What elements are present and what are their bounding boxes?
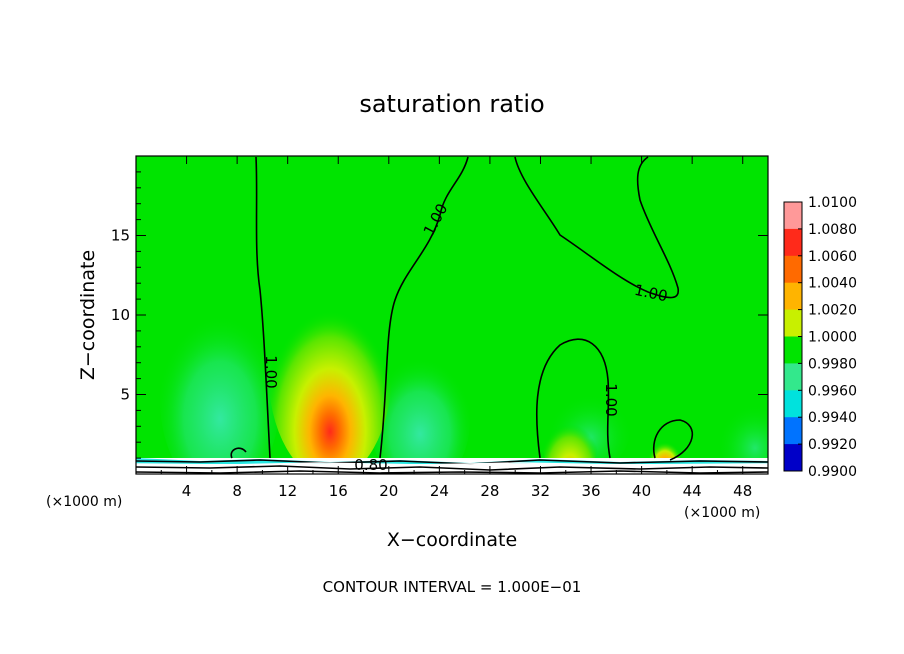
colorbar-swatch [784, 255, 802, 284]
contour-line-4 [535, 338, 611, 459]
x-tick-label: 16 [329, 482, 348, 500]
y-tick-label: 5 [120, 386, 130, 404]
x-unit-right: (×1000 m) [684, 505, 760, 521]
field-minimum-1 [160, 305, 280, 474]
x-axis-label: X−coordinate [387, 529, 517, 551]
chart-title: saturation ratio [359, 90, 544, 118]
colorbar-swatch [784, 417, 802, 445]
colorbar-label: 1.0060 [808, 249, 857, 265]
colorbar-label: 1.0080 [808, 222, 857, 238]
contour-interval-note: CONTOUR INTERVAL = 1.000E−01 [323, 578, 582, 596]
x-tick-label: 36 [581, 482, 600, 500]
field-maximum-2 [542, 400, 598, 474]
field-minimum-3 [720, 400, 768, 474]
colorbar-swatch [784, 228, 802, 257]
colorbar-swatch [784, 444, 802, 472]
x-tick-label: 44 [683, 482, 702, 500]
colorbar-label: 0.9980 [808, 356, 857, 372]
x-tick-label: 4 [182, 482, 192, 500]
contour-line-3 [514, 156, 679, 299]
colorbar-label: 0.9960 [808, 383, 857, 399]
x-tick-label: 24 [430, 482, 449, 500]
contour-label-1: 1.00 [262, 355, 280, 388]
x-tick-label: 40 [632, 482, 651, 500]
colorbar-swatch [784, 309, 802, 337]
x-tick-label: 8 [232, 482, 242, 500]
contour-label-4: 1.00 [602, 383, 620, 416]
contour-surface-2 [136, 465, 768, 471]
colorbar-label: 1.0000 [808, 330, 857, 346]
colorbar-swatch [784, 282, 802, 311]
colorbar: 1.0100 1.0080 1.0060 1.0040 1.0020 1.0000 0.99… [783, 195, 857, 480]
contour-line-1 [255, 156, 271, 459]
colorbar-swatch [784, 363, 802, 391]
x-tick-label: 20 [379, 482, 398, 500]
x-tick-label: 12 [278, 482, 297, 500]
plot-area [136, 156, 768, 474]
contour-line-2 [379, 156, 469, 459]
y-axis-label: Z−coordinate [77, 250, 99, 380]
field-minimum-2 [370, 350, 470, 474]
x-tick-label: 28 [480, 482, 499, 500]
contour-surface-3 [136, 470, 768, 474]
colorbar-label: 1.0100 [808, 195, 857, 211]
colorbar-label: 0.9940 [808, 410, 857, 426]
y-tick-label: 10 [111, 306, 130, 324]
colorbar-label: 0.9900 [808, 464, 857, 480]
field-maximum-1 [268, 260, 392, 474]
x-unit-left: (×1000 m) [46, 494, 122, 510]
colorbar-swatch [784, 202, 802, 230]
contour-label-5: 0.80 [354, 456, 387, 474]
y-axis: 5 10 15 [111, 171, 768, 459]
x-tick-label: 32 [531, 482, 550, 500]
contour-line-5 [653, 419, 694, 461]
x-axis: 4 8 12 16 20 24 28 32 36 40 44 48 [160, 156, 752, 500]
x-tick-label: 48 [733, 482, 752, 500]
colorbar-label: 0.9920 [808, 437, 857, 453]
colorbar-swatch [784, 390, 802, 418]
contour-line-6 [230, 447, 247, 459]
contour-surface-1 [136, 459, 768, 465]
colorbar-label: 1.0040 [808, 276, 857, 292]
y-tick-label: 15 [111, 227, 130, 245]
colorbar-swatch [784, 336, 802, 364]
contour-surface-white [136, 462, 768, 466]
colorbar-label: 1.0020 [808, 303, 857, 319]
